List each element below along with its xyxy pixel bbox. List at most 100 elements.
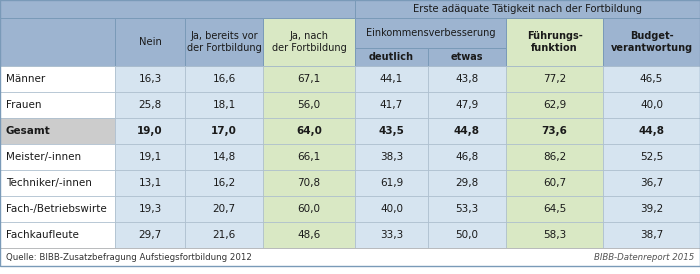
- Text: 44,8: 44,8: [454, 126, 480, 136]
- Bar: [506, 170, 603, 196]
- Text: 43,8: 43,8: [456, 74, 479, 84]
- Text: Fach-/Betriebswirte: Fach-/Betriebswirte: [6, 204, 106, 214]
- Bar: [263, 18, 355, 66]
- Bar: [115, 222, 185, 248]
- Bar: [0, 0, 355, 18]
- Bar: [428, 170, 506, 196]
- Bar: [115, 196, 185, 222]
- Text: 16,2: 16,2: [212, 178, 236, 188]
- Text: Männer: Männer: [6, 74, 46, 84]
- Text: Frauen: Frauen: [6, 100, 41, 110]
- Bar: [0, 222, 115, 248]
- Text: 17,0: 17,0: [211, 126, 237, 136]
- Bar: [506, 144, 603, 170]
- Bar: [355, 144, 428, 170]
- Bar: [0, 248, 700, 266]
- Text: Führungs-
funktion: Führungs- funktion: [526, 31, 582, 53]
- Text: 40,0: 40,0: [640, 100, 663, 110]
- Bar: [603, 222, 700, 248]
- Text: 47,9: 47,9: [456, 100, 479, 110]
- Bar: [603, 118, 700, 144]
- Bar: [506, 118, 603, 144]
- Bar: [0, 92, 115, 118]
- Text: 19,1: 19,1: [139, 152, 162, 162]
- Bar: [185, 222, 263, 248]
- Text: 46,8: 46,8: [456, 152, 479, 162]
- Text: 19,0: 19,0: [137, 126, 163, 136]
- Bar: [603, 196, 700, 222]
- Bar: [115, 92, 185, 118]
- Text: Techniker/-innen: Techniker/-innen: [6, 178, 92, 188]
- Bar: [185, 196, 263, 222]
- Bar: [506, 222, 603, 248]
- Text: 43,5: 43,5: [379, 126, 405, 136]
- Bar: [0, 66, 115, 92]
- Text: Erste adäquate Tätigkeit nach der Fortbildung: Erste adäquate Tätigkeit nach der Fortbi…: [413, 4, 642, 14]
- Text: 21,6: 21,6: [212, 230, 236, 240]
- Bar: [355, 0, 700, 18]
- Text: Ja, nach
der Fortbildung: Ja, nach der Fortbildung: [272, 31, 346, 53]
- Bar: [263, 92, 355, 118]
- Bar: [603, 66, 700, 92]
- Text: Einkommensverbesserung: Einkommensverbesserung: [365, 28, 496, 38]
- Bar: [428, 66, 506, 92]
- Bar: [355, 18, 506, 48]
- Text: 33,3: 33,3: [380, 230, 403, 240]
- Text: 44,8: 44,8: [638, 126, 664, 136]
- Text: 13,1: 13,1: [139, 178, 162, 188]
- Text: 60,0: 60,0: [298, 204, 321, 214]
- Bar: [0, 170, 115, 196]
- Bar: [263, 66, 355, 92]
- Bar: [263, 170, 355, 196]
- Bar: [603, 92, 700, 118]
- Text: 66,1: 66,1: [298, 152, 321, 162]
- Bar: [355, 196, 428, 222]
- Text: 64,0: 64,0: [296, 126, 322, 136]
- Text: BIBB-Datenreport 2015: BIBB-Datenreport 2015: [594, 253, 694, 261]
- Bar: [185, 92, 263, 118]
- Text: 38,7: 38,7: [640, 230, 663, 240]
- Bar: [0, 118, 115, 144]
- Bar: [185, 118, 263, 144]
- Bar: [428, 92, 506, 118]
- Bar: [506, 18, 603, 66]
- Text: 44,1: 44,1: [380, 74, 403, 84]
- Text: 48,6: 48,6: [298, 230, 321, 240]
- Text: 20,7: 20,7: [212, 204, 236, 214]
- Bar: [428, 144, 506, 170]
- Bar: [115, 18, 185, 66]
- Bar: [115, 118, 185, 144]
- Text: Nein: Nein: [139, 37, 162, 47]
- Text: 16,6: 16,6: [212, 74, 236, 84]
- Bar: [603, 144, 700, 170]
- Text: 70,8: 70,8: [298, 178, 321, 188]
- Bar: [428, 48, 506, 66]
- Text: 46,5: 46,5: [640, 74, 663, 84]
- Bar: [185, 170, 263, 196]
- Text: 62,9: 62,9: [543, 100, 566, 110]
- Bar: [355, 66, 428, 92]
- Bar: [115, 66, 185, 92]
- Text: 60,7: 60,7: [543, 178, 566, 188]
- Text: Gesamt: Gesamt: [6, 126, 50, 136]
- Text: 67,1: 67,1: [298, 74, 321, 84]
- Text: 25,8: 25,8: [139, 100, 162, 110]
- Bar: [115, 144, 185, 170]
- Bar: [115, 170, 185, 196]
- Text: 86,2: 86,2: [543, 152, 566, 162]
- Text: 41,7: 41,7: [380, 100, 403, 110]
- Text: 29,7: 29,7: [139, 230, 162, 240]
- Bar: [506, 196, 603, 222]
- Text: 52,5: 52,5: [640, 152, 663, 162]
- Bar: [0, 18, 115, 66]
- Text: Quelle: BIBB-Zusatzbefragung Aufstiegsfortbildung 2012: Quelle: BIBB-Zusatzbefragung Aufstiegsfo…: [6, 253, 252, 261]
- Bar: [185, 144, 263, 170]
- Text: Budget-
verantwortung: Budget- verantwortung: [610, 31, 692, 53]
- Text: deutlich: deutlich: [369, 52, 414, 62]
- Text: 64,5: 64,5: [543, 204, 566, 214]
- Bar: [355, 222, 428, 248]
- Text: 58,3: 58,3: [543, 230, 566, 240]
- Bar: [185, 66, 263, 92]
- Text: Meister/-innen: Meister/-innen: [6, 152, 81, 162]
- Bar: [263, 118, 355, 144]
